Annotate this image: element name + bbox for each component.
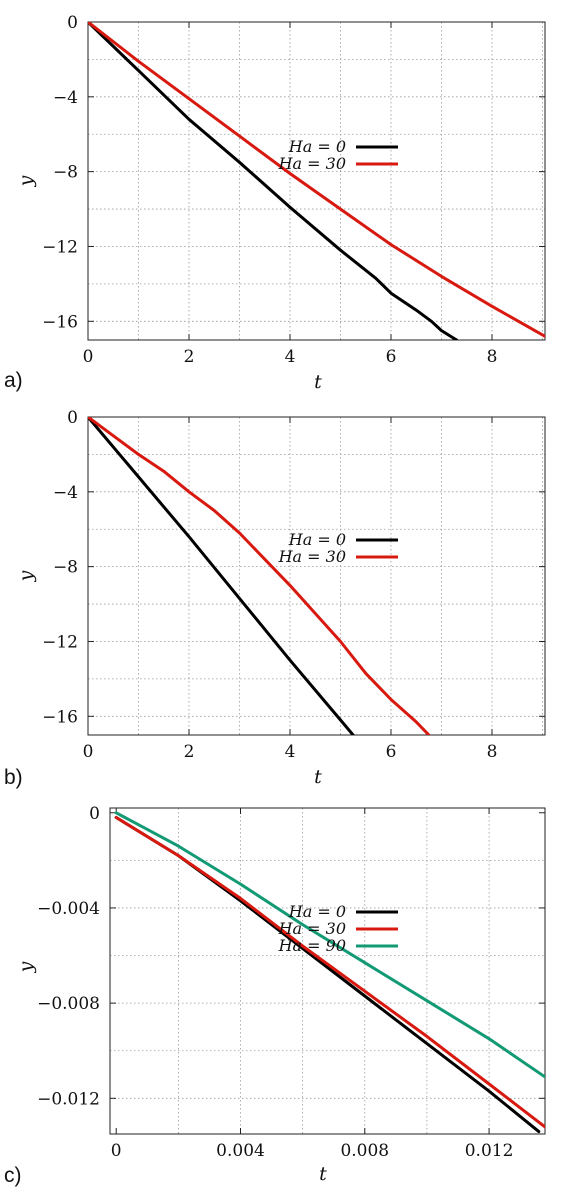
chart-panel-c: 0 0.004 0.008 0.012 0 −0.004 −0.008 −0.012 t y Ha …	[4, 804, 546, 1187]
x-tick-label: 4	[285, 742, 296, 762]
legend-label: Ha = 0	[288, 530, 346, 549]
y-axis-label: y	[15, 175, 37, 187]
chart-panel-a: 0 2 4 6 8 0 −4 −8 −12 −16 t y Ha = 0Ha = 30 a)	[4, 13, 546, 393]
y-tick-label: 0	[67, 408, 78, 428]
series-line-ha-0	[88, 22, 459, 340]
series-line-ha-0	[88, 417, 355, 735]
y-tick-label: −8	[53, 558, 78, 578]
series-line-ha-90	[114, 811, 545, 1079]
y-tick-label: −12	[42, 632, 78, 652]
legend-label: Ha = 30	[278, 154, 346, 173]
y-tick-label: −0.004	[37, 899, 100, 919]
x-tick-label: 2	[184, 742, 195, 762]
plot-frame	[109, 807, 546, 1135]
series-line-ha-30	[114, 816, 545, 1129]
chart-panel-b: 0 2 4 6 8 0 −4 −8 −12 −16 t y Ha = 0Ha = 30 b)	[4, 408, 546, 789]
y-tick-label: −4	[53, 483, 78, 503]
y-tick-label: 0	[67, 13, 78, 33]
legend-label: Ha = 30	[278, 919, 346, 938]
x-tick-label: 0.004	[216, 1141, 265, 1161]
x-tick-label: 6	[386, 347, 397, 367]
y-tick-label: −0.008	[37, 994, 100, 1014]
y-tick-label: −0.012	[37, 1089, 100, 1109]
plot-frame	[87, 416, 546, 736]
series-line-ha-0	[114, 816, 541, 1134]
x-tick-label: 6	[386, 742, 397, 762]
x-tick-label: 0.012	[465, 1141, 514, 1161]
x-tick-label: 0.008	[340, 1141, 389, 1161]
legend-label: Ha = 30	[278, 547, 346, 566]
x-tick-label: 0	[111, 1141, 122, 1161]
x-axis-label: t	[314, 766, 322, 788]
panel-label: b)	[4, 766, 23, 789]
series-line-ha-30	[88, 417, 431, 735]
y-tick-label: −4	[53, 88, 78, 108]
panel-label: a)	[4, 369, 23, 392]
y-tick-label: 0	[89, 804, 100, 824]
legend-label: Ha = 90	[278, 936, 346, 955]
x-axis-label: t	[314, 371, 322, 393]
x-tick-label: 8	[487, 347, 498, 367]
y-axis-label: y	[15, 570, 37, 582]
y-tick-label: −16	[42, 312, 78, 332]
x-tick-label: 0	[83, 347, 94, 367]
x-tick-label: 4	[285, 347, 296, 367]
y-tick-label: −16	[42, 707, 78, 727]
plot-frame	[87, 21, 546, 341]
panel-label: c)	[4, 1164, 22, 1187]
x-tick-label: 0	[83, 742, 94, 762]
y-tick-label: −8	[53, 163, 78, 183]
y-axis-label: y	[15, 961, 37, 973]
y-tick-label: −12	[42, 237, 78, 257]
legend-label: Ha = 0	[288, 902, 346, 921]
x-tick-label: 2	[184, 347, 195, 367]
x-axis-label: t	[319, 1163, 327, 1185]
series-line-ha-30	[88, 22, 545, 338]
legend-label: Ha = 0	[288, 137, 346, 156]
x-tick-label: 8	[487, 742, 498, 762]
